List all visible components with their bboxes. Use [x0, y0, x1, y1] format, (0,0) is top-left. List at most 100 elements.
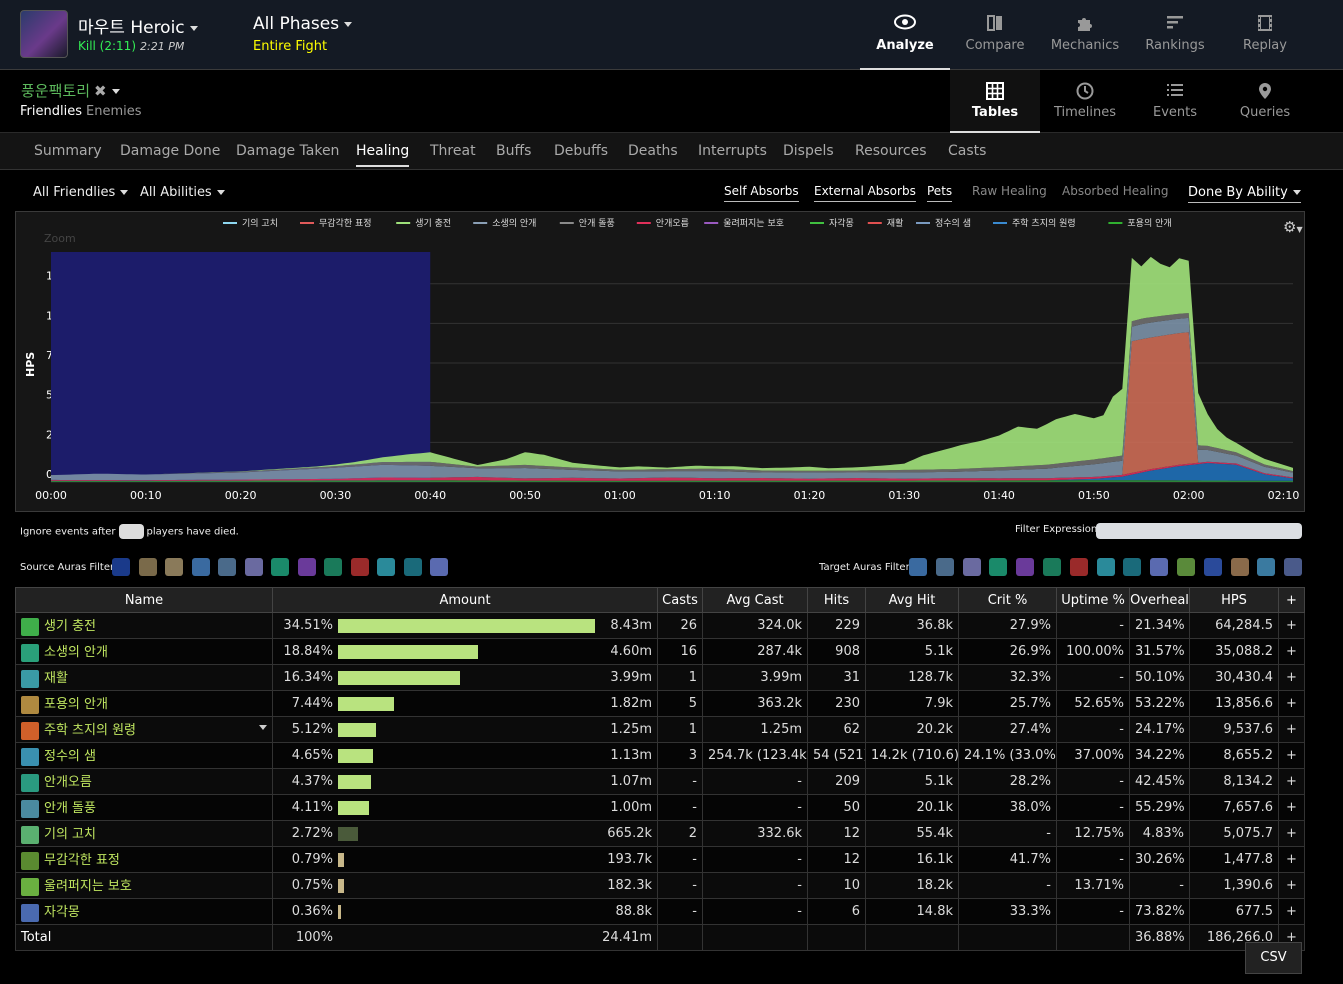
encounter-selector[interactable]: 마우트 Heroic [78, 13, 198, 38]
table-row[interactable]: 안개오름 4.37% 1.07m - -209 5.1k 28.2% -42.45% 8,134… [15, 768, 1305, 795]
expand-plus-icon[interactable]: + [1278, 638, 1305, 665]
table-row[interactable]: 무감각한 표정 0.79% 193.7k - -12 16.1k 41.7% -30.26% 1… [15, 846, 1305, 873]
legend-item[interactable]: 재활 [867, 217, 904, 229]
legend-item[interactable]: 기의 고치 [223, 217, 278, 229]
table-row[interactable]: 안개 돌풍 4.11% 1.00m - -50 20.1k 38.0% -55.29% 7,65… [15, 794, 1305, 821]
tab-queries[interactable]: Queries [1220, 70, 1310, 133]
target-aura-icon[interactable] [1069, 558, 1088, 576]
ability-name-cell[interactable]: 안개오름 [15, 768, 273, 795]
ability-name-cell[interactable]: 주학 츠지의 원령 [15, 716, 273, 743]
legend-item[interactable]: 무감각한 표정 [300, 217, 372, 229]
tab-buffs[interactable]: Buffs [496, 143, 532, 159]
series-area[interactable] [51, 317, 1293, 481]
abilities-select[interactable]: All Abilities [140, 185, 225, 200]
source-aura-icon[interactable] [165, 558, 183, 576]
target-aura-icon[interactable] [1096, 558, 1115, 576]
player-selector[interactable]: 풍운팩토리 ✖ [21, 80, 120, 101]
healing-graph[interactable]: 기의 고치 무감각한 표정 생기 충전 소생의 안개 안개 돌풍 안개오름 울려퍼지는 보호… [15, 211, 1305, 512]
target-aura-icon[interactable] [1284, 558, 1303, 576]
nav-analyze[interactable]: Analyze [860, 0, 950, 70]
col-casts[interactable]: Casts [657, 587, 703, 613]
source-aura-icon[interactable] [377, 558, 395, 576]
target-aura-icon[interactable] [935, 558, 954, 576]
source-aura-icon[interactable] [430, 558, 448, 576]
ability-name-cell[interactable]: 자각몽 [15, 898, 273, 925]
expand-plus-icon[interactable]: + [1278, 664, 1305, 691]
ability-name-cell[interactable]: 재활 [15, 664, 273, 691]
expand-plus-icon[interactable]: + [1278, 768, 1305, 795]
table-row[interactable]: 재활 16.34% 3.99m 1 3.99m 31 128.7k 32.3% -50.10% 3… [15, 664, 1305, 691]
table-row[interactable]: 정수의 샘 4.65% 1.13m 3 254.7k (123.4k) 54 (521) 1… [15, 742, 1305, 769]
target-aura-icon[interactable] [1016, 558, 1035, 576]
ability-name-cell[interactable]: 포용의 안개 [15, 690, 273, 717]
legend-item[interactable]: 포용의 안개 [1108, 218, 1172, 229]
expand-plus-icon[interactable]: + [1278, 846, 1305, 873]
table-row[interactable]: 소생의 안개 18.84% 4.60m 16 287.4k 908 5.1k 26.9% 100… [15, 638, 1305, 665]
ability-name-cell[interactable]: 생기 충전 [15, 612, 273, 639]
source-aura-icon[interactable] [271, 558, 289, 576]
target-aura-icon[interactable] [909, 558, 927, 576]
tab-deaths[interactable]: Deaths [628, 143, 678, 159]
target-aura-icon[interactable] [1123, 558, 1142, 576]
enemies-toggle[interactable]: Enemies [86, 104, 142, 119]
table-row[interactable]: 울려퍼지는 보호 0.75% 182.3k - -10 18.2k -13.71% -1,39… [15, 872, 1305, 899]
tab-healing[interactable]: Healing [356, 143, 410, 167]
legend-item[interactable]: 안개오름 [636, 218, 689, 229]
target-aura-icon[interactable] [1150, 558, 1169, 576]
col-hits[interactable]: Hits [807, 587, 866, 613]
close-icon[interactable]: ✖ [94, 82, 107, 100]
tab-interrupts[interactable]: Interrupts [698, 143, 767, 159]
legend-item[interactable]: 자각몽 [810, 217, 854, 229]
tab-summary[interactable]: Summary [34, 143, 102, 159]
table-row[interactable]: 기의 고치 2.72% 665.2k 2 332.6k 12 55.4k -12.75% 4.8… [15, 820, 1305, 847]
source-aura-icon[interactable] [324, 558, 342, 576]
col-amount[interactable]: Amount [272, 587, 658, 613]
ability-name-cell[interactable]: 안개 돌풍 [15, 794, 273, 821]
death-count-input[interactable] [118, 524, 144, 539]
series-area[interactable] [51, 463, 1293, 481]
ability-name-cell[interactable]: 무감각한 표정 [15, 846, 273, 873]
healing-chart[interactable]: 기의 고치 무감각한 표정 생기 충전 소생의 안개 안개 돌풍 안개오름 울려퍼지는 보호… [16, 212, 1304, 511]
series-area[interactable] [51, 256, 1293, 476]
nav-mechanics[interactable]: Mechanics [1040, 0, 1130, 70]
expand-plus-icon[interactable]: + [1278, 612, 1305, 639]
nav-replay[interactable]: Replay [1220, 0, 1310, 70]
source-aura-icon[interactable] [138, 558, 157, 576]
filter-expression-input[interactable] [1096, 523, 1302, 539]
tab-dispels[interactable]: Dispels [783, 143, 834, 159]
zoom-selection[interactable] [51, 252, 431, 482]
target-aura-icon[interactable] [1257, 558, 1276, 576]
raw-healing-toggle[interactable]: Raw Healing [972, 184, 1047, 198]
ability-name-cell[interactable]: 소생의 안개 [15, 638, 273, 665]
source-aura-icon[interactable] [244, 558, 263, 576]
nav-compare[interactable]: Compare [950, 0, 1040, 70]
phase-selector[interactable]: All Phases [253, 14, 353, 34]
table-row[interactable]: 생기 충전 34.51% 8.43m 26 324.0k 229 36.8k 27.9% -21… [15, 612, 1305, 639]
gear-icon[interactable]: ⚙▼ [1283, 218, 1303, 236]
target-aura-icon[interactable] [962, 558, 981, 576]
tab-events[interactable]: Events [1130, 70, 1220, 133]
expand-plus-icon[interactable]: + [1278, 742, 1305, 769]
legend-item[interactable]: 소생의 안개 [473, 218, 536, 229]
chevron-down-icon[interactable] [259, 725, 267, 731]
source-aura-icon[interactable] [191, 558, 210, 576]
target-aura-icon[interactable] [1203, 558, 1222, 576]
friendlies-toggle[interactable]: Friendlies [20, 104, 82, 119]
legend-item[interactable]: 생기 충전 [396, 218, 451, 229]
col-crit[interactable]: Crit % [958, 587, 1057, 613]
source-aura-icon[interactable] [297, 558, 316, 576]
target-aura-icon[interactable] [1230, 558, 1249, 576]
source-aura-icon[interactable] [112, 558, 130, 576]
tab-casts[interactable]: Casts [948, 143, 987, 159]
col-uptime[interactable]: Uptime % [1056, 587, 1130, 613]
tab-timelines[interactable]: Timelines [1040, 70, 1130, 133]
col-name[interactable]: Name [15, 587, 273, 613]
legend-item[interactable]: 주학 츠지의 원령 [993, 217, 1076, 229]
legend-item[interactable]: 울려퍼지는 보호 [704, 218, 784, 229]
source-aura-icon[interactable] [350, 558, 369, 576]
table-row[interactable]: 자각몽 0.36% 88.8k - -6 14.8k 33.3% -73.82% 677.5 + [15, 898, 1305, 925]
tab-damage-done[interactable]: Damage Done [120, 143, 221, 159]
self-absorbs-toggle[interactable]: Self Absorbs [724, 184, 799, 202]
legend-item[interactable]: 정수의 샘 [916, 218, 971, 229]
target-aura-icon[interactable] [1177, 558, 1195, 576]
